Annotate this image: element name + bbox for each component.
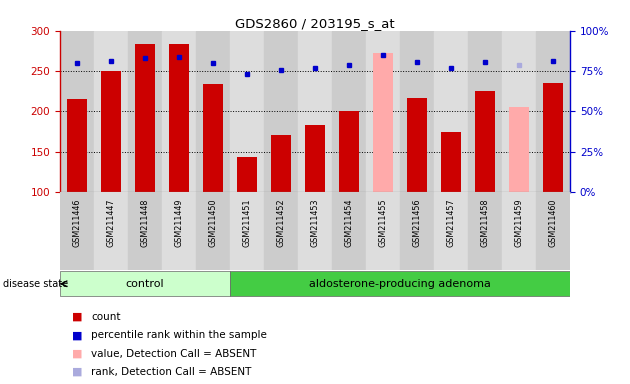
Bar bbox=[162, 31, 196, 192]
Bar bbox=[230, 31, 264, 192]
Text: GSM211454: GSM211454 bbox=[345, 198, 353, 247]
Bar bbox=[434, 31, 468, 192]
Bar bbox=[468, 192, 502, 271]
Bar bbox=[196, 31, 230, 192]
Bar bbox=[203, 84, 223, 192]
Bar bbox=[400, 192, 434, 271]
Bar bbox=[502, 192, 536, 271]
Bar bbox=[135, 44, 155, 192]
Bar bbox=[475, 91, 495, 192]
Text: GSM211458: GSM211458 bbox=[481, 198, 490, 247]
Bar bbox=[366, 192, 400, 271]
Text: GSM211457: GSM211457 bbox=[447, 198, 455, 247]
Text: ■: ■ bbox=[72, 367, 83, 377]
Bar bbox=[536, 31, 570, 192]
Bar bbox=[60, 271, 230, 296]
Text: GSM211446: GSM211446 bbox=[72, 198, 81, 247]
Bar bbox=[60, 192, 94, 271]
Text: ■: ■ bbox=[72, 330, 83, 340]
Bar bbox=[400, 31, 434, 192]
Bar bbox=[502, 31, 536, 192]
Title: GDS2860 / 203195_s_at: GDS2860 / 203195_s_at bbox=[235, 17, 395, 30]
Bar bbox=[271, 135, 291, 192]
Bar bbox=[128, 192, 162, 271]
Bar bbox=[67, 99, 87, 192]
Bar bbox=[543, 83, 563, 192]
Bar bbox=[536, 192, 570, 271]
Bar bbox=[373, 53, 393, 192]
Text: ■: ■ bbox=[72, 349, 83, 359]
Bar bbox=[94, 192, 128, 271]
Bar bbox=[230, 192, 264, 271]
Bar bbox=[264, 192, 298, 271]
Bar bbox=[169, 44, 189, 192]
Bar bbox=[434, 192, 468, 271]
Bar bbox=[305, 125, 325, 192]
Text: GSM211453: GSM211453 bbox=[311, 198, 319, 247]
Bar bbox=[298, 192, 332, 271]
Text: GSM211455: GSM211455 bbox=[379, 198, 387, 247]
Text: GSM211447: GSM211447 bbox=[106, 198, 115, 247]
Bar bbox=[407, 98, 427, 192]
Text: GSM211460: GSM211460 bbox=[549, 198, 558, 247]
Bar bbox=[128, 31, 162, 192]
Bar bbox=[196, 192, 230, 271]
Text: GSM211451: GSM211451 bbox=[243, 198, 251, 247]
Text: rank, Detection Call = ABSENT: rank, Detection Call = ABSENT bbox=[91, 367, 252, 377]
Text: GSM211452: GSM211452 bbox=[277, 198, 285, 247]
Bar bbox=[509, 108, 529, 192]
Bar bbox=[264, 31, 298, 192]
Text: ■: ■ bbox=[72, 312, 83, 322]
Bar bbox=[237, 157, 257, 192]
Bar bbox=[94, 31, 128, 192]
Text: control: control bbox=[125, 279, 164, 289]
Text: percentile rank within the sample: percentile rank within the sample bbox=[91, 330, 267, 340]
Text: GSM211448: GSM211448 bbox=[140, 198, 149, 247]
Bar bbox=[332, 31, 366, 192]
Text: GSM211450: GSM211450 bbox=[209, 198, 217, 247]
Text: count: count bbox=[91, 312, 121, 322]
Bar bbox=[101, 71, 121, 192]
Bar bbox=[468, 31, 502, 192]
Bar bbox=[366, 31, 400, 192]
Bar bbox=[298, 31, 332, 192]
Bar bbox=[332, 192, 366, 271]
Bar bbox=[230, 271, 570, 296]
Text: GSM211456: GSM211456 bbox=[413, 198, 421, 247]
Text: disease state: disease state bbox=[3, 279, 68, 289]
Text: GSM211459: GSM211459 bbox=[515, 198, 524, 247]
Bar bbox=[441, 131, 461, 192]
Bar bbox=[162, 192, 196, 271]
Text: value, Detection Call = ABSENT: value, Detection Call = ABSENT bbox=[91, 349, 257, 359]
Bar bbox=[339, 111, 359, 192]
Text: aldosterone-producing adenoma: aldosterone-producing adenoma bbox=[309, 279, 491, 289]
Bar bbox=[60, 31, 94, 192]
Text: GSM211449: GSM211449 bbox=[175, 198, 183, 247]
